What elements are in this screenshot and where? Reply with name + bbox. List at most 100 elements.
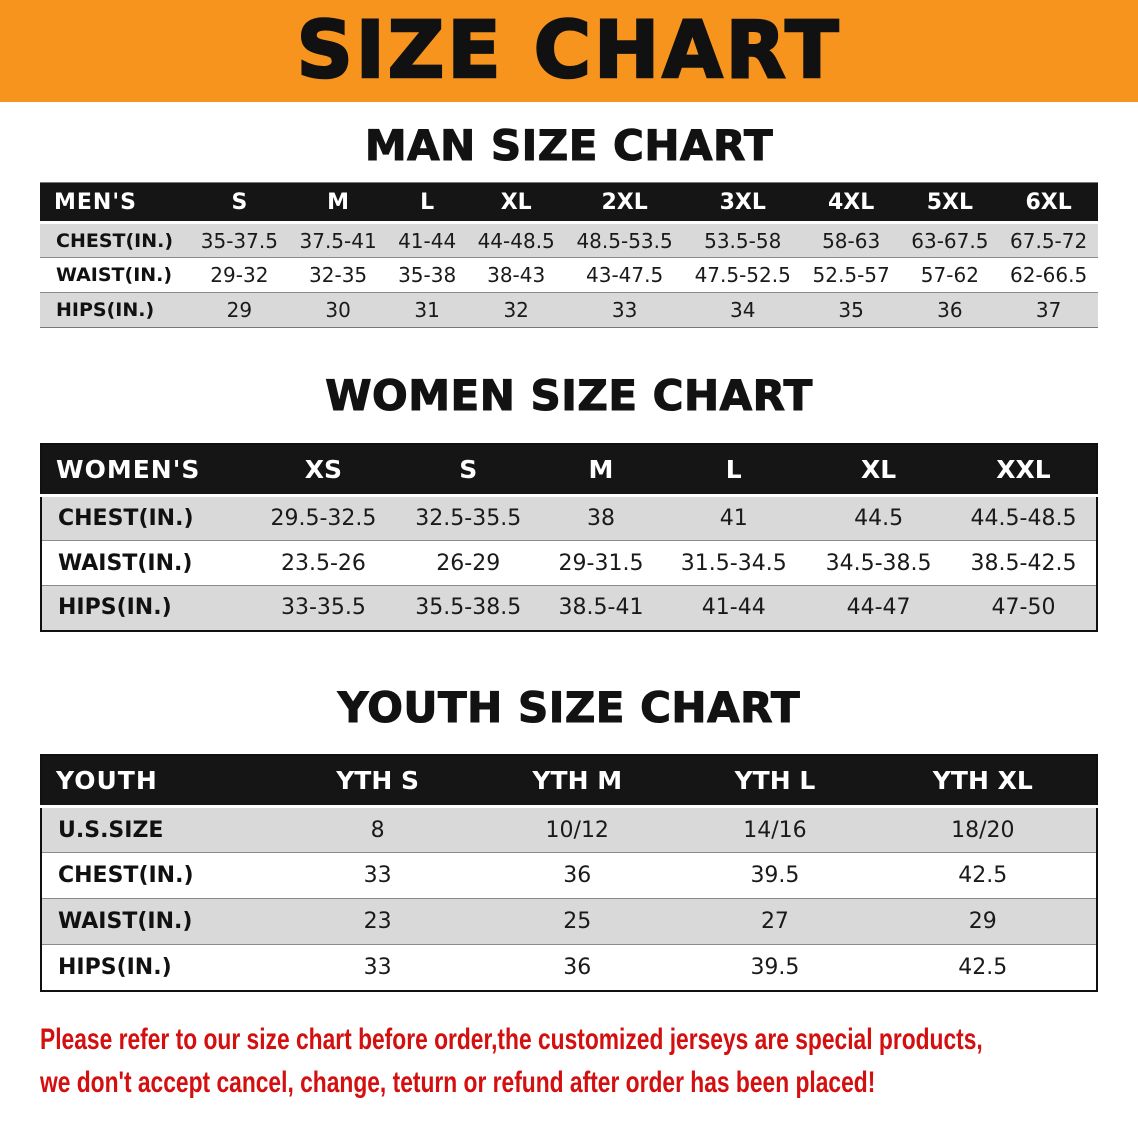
table-row: HIPS(IN.) 33-35.5 35.5-38.5 38.5-41 41-44 44-… (41, 585, 1097, 631)
size-value-cell: 27 (680, 898, 870, 945)
measurement-row-label: CHEST(IN.) (56, 229, 174, 252)
measurement-row-label: WAIST(IN.) (40, 257, 190, 293)
size-value-cell: 57-62 (900, 257, 1000, 293)
size-column-header: XL (466, 182, 566, 225)
size-value-cell: 39.5 (680, 852, 870, 899)
size-value-cell: 38.5-41 (540, 585, 662, 631)
size-chart-page: SIZE CHART MAN SIZE CHART MEN'S S M L XL 2XL 3… (0, 0, 1138, 1104)
men-size-table: MEN'S S M L XL 2XL 3XL 4XL 5XL 6XL CHEST(IN.) 35-37… (40, 182, 1098, 329)
size-value-cell: 26-29 (395, 540, 541, 586)
table-row: WAIST(IN.) 23 25 27 29 (41, 898, 1097, 945)
youth-section-heading: YOUTH SIZE CHART (337, 682, 801, 732)
table-row: HIPS(IN.) 33 36 39.5 42.5 (41, 944, 1097, 991)
table-header-row: MEN'S S M L XL 2XL 3XL 4XL 5XL 6XL (40, 182, 1098, 225)
size-value-cell: 52.5-57 (801, 257, 901, 293)
table-corner-label: WOMEN'S (41, 443, 251, 498)
size-value-cell: 62-66.5 (999, 257, 1098, 293)
size-value-cell: 35-38 (387, 257, 467, 293)
size-value-cell: 33 (565, 292, 684, 328)
men-section: MAN SIZE CHART MEN'S S M L XL 2XL 3XL 4XL 5XL 6XL… (0, 121, 1138, 329)
measurement-row-label: HIPS(IN.) (41, 944, 281, 991)
size-value-cell: 39.5 (680, 944, 870, 991)
table-corner-label: YOUTH (41, 754, 281, 809)
size-value-cell: 36 (900, 292, 1000, 328)
size-column-header: XS (251, 443, 396, 498)
size-value-cell: 43-47.5 (565, 257, 684, 293)
size-value-cell: 44-47 (806, 585, 951, 631)
size-column-header: 4XL (801, 182, 901, 225)
size-column-header: M (288, 182, 388, 225)
size-value-cell: 25 (474, 898, 681, 945)
measurement-row-label: WAIST(IN.) (41, 540, 251, 586)
size-value-cell: 38 (586, 506, 615, 532)
youth-size-table: YOUTH YTH S YTH M YTH L YTH XL U.S.SIZE 8 10/12… (40, 753, 1098, 992)
size-value-cell: 10/12 (545, 817, 609, 843)
size-value-cell: 42.5 (869, 944, 1097, 991)
size-column-header: 5XL (900, 182, 1000, 225)
size-value-cell: 29.5-32.5 (270, 506, 377, 532)
size-column-header: XL (806, 443, 951, 498)
table-row: U.S.SIZE 8 10/12 14/16 18/20 (41, 806, 1097, 853)
size-column-header: S (395, 443, 541, 498)
size-value-cell: 33 (281, 944, 475, 991)
size-value-cell: 38.5-42.5 (950, 540, 1097, 586)
size-column-header: XXL (950, 443, 1097, 498)
size-value-cell: 63-67.5 (911, 228, 989, 253)
size-value-cell: 32 (466, 292, 566, 328)
size-column-header: S (190, 182, 289, 225)
size-column-header: YTH S (281, 754, 475, 809)
size-value-cell: 23 (281, 898, 475, 945)
order-notice: Please refer to our size chart before or… (40, 1018, 1138, 1104)
size-value-cell: 41-44 (398, 228, 457, 253)
size-value-cell: 29 (190, 292, 289, 328)
size-value-cell: 29-31.5 (540, 540, 662, 586)
size-value-cell: 30 (288, 292, 388, 328)
women-section: WOMEN SIZE CHART WOMEN'S XS S M L XL XXL CHEST(… (0, 371, 1138, 632)
size-column-header: YTH XL (869, 754, 1097, 809)
size-value-cell: 31.5-34.5 (661, 540, 807, 586)
size-column-header: 6XL (999, 182, 1098, 225)
notice-line-2: we don't accept cancel, change, teturn o… (40, 1065, 876, 1099)
banner: SIZE CHART (0, 0, 1138, 102)
measurement-row-label: WAIST(IN.) (41, 898, 281, 945)
size-value-cell: 42.5 (869, 852, 1097, 899)
size-value-cell: 48.5-53.5 (576, 228, 673, 253)
size-value-cell: 23.5-26 (251, 540, 396, 586)
table-row: CHEST(IN.) 33 36 39.5 42.5 (41, 852, 1097, 899)
size-value-cell: 47.5-52.5 (683, 257, 802, 293)
size-value-cell: 18/20 (951, 817, 1015, 843)
table-row: CHEST(IN.) 29.5-32.5 32.5-35.5 38 41 44.5 44.5… (41, 495, 1097, 541)
measurement-row-label: U.S.SIZE (58, 817, 164, 843)
size-column-header: 2XL (565, 182, 684, 225)
size-value-cell: 33 (281, 852, 475, 899)
size-value-cell: 58-63 (822, 228, 881, 253)
table-corner-label: MEN'S (40, 182, 190, 225)
table-row: HIPS(IN.) 29 30 31 32 33 34 35 36 37 (40, 292, 1098, 328)
size-value-cell: 67.5-72 (1010, 228, 1088, 253)
size-value-cell: 31 (387, 292, 467, 328)
size-value-cell: 35.5-38.5 (395, 585, 541, 631)
size-column-header: YTH L (680, 754, 870, 809)
table-header-row: YOUTH YTH S YTH M YTH L YTH XL (41, 754, 1097, 809)
size-value-cell: 32-35 (288, 257, 388, 293)
banner-title: SIZE CHART (295, 6, 842, 96)
measurement-row-label: HIPS(IN.) (41, 585, 251, 631)
men-section-heading: MAN SIZE CHART (364, 121, 774, 171)
size-value-cell: 35-37.5 (200, 228, 278, 253)
size-value-cell: 34.5-38.5 (806, 540, 951, 586)
size-value-cell: 35 (801, 292, 901, 328)
table-row: WAIST(IN.) 23.5-26 26-29 29-31.5 31.5-34.5 34… (41, 540, 1097, 586)
size-value-cell: 44.5 (854, 506, 904, 532)
size-value-cell: 53.5-58 (704, 228, 782, 253)
size-column-header: L (661, 443, 807, 498)
measurement-row-label: HIPS(IN.) (40, 292, 190, 328)
table-header-row: WOMEN'S XS S M L XL XXL (41, 443, 1097, 498)
size-value-cell: 29 (869, 898, 1097, 945)
size-value-cell: 41-44 (661, 585, 807, 631)
size-column-header: YTH M (474, 754, 681, 809)
size-value-cell: 29-32 (190, 257, 289, 293)
size-value-cell: 33-35.5 (251, 585, 396, 631)
size-value-cell: 14/16 (743, 817, 807, 843)
notice-line-1: Please refer to our size chart before or… (40, 1022, 983, 1056)
size-value-cell: 34 (683, 292, 802, 328)
